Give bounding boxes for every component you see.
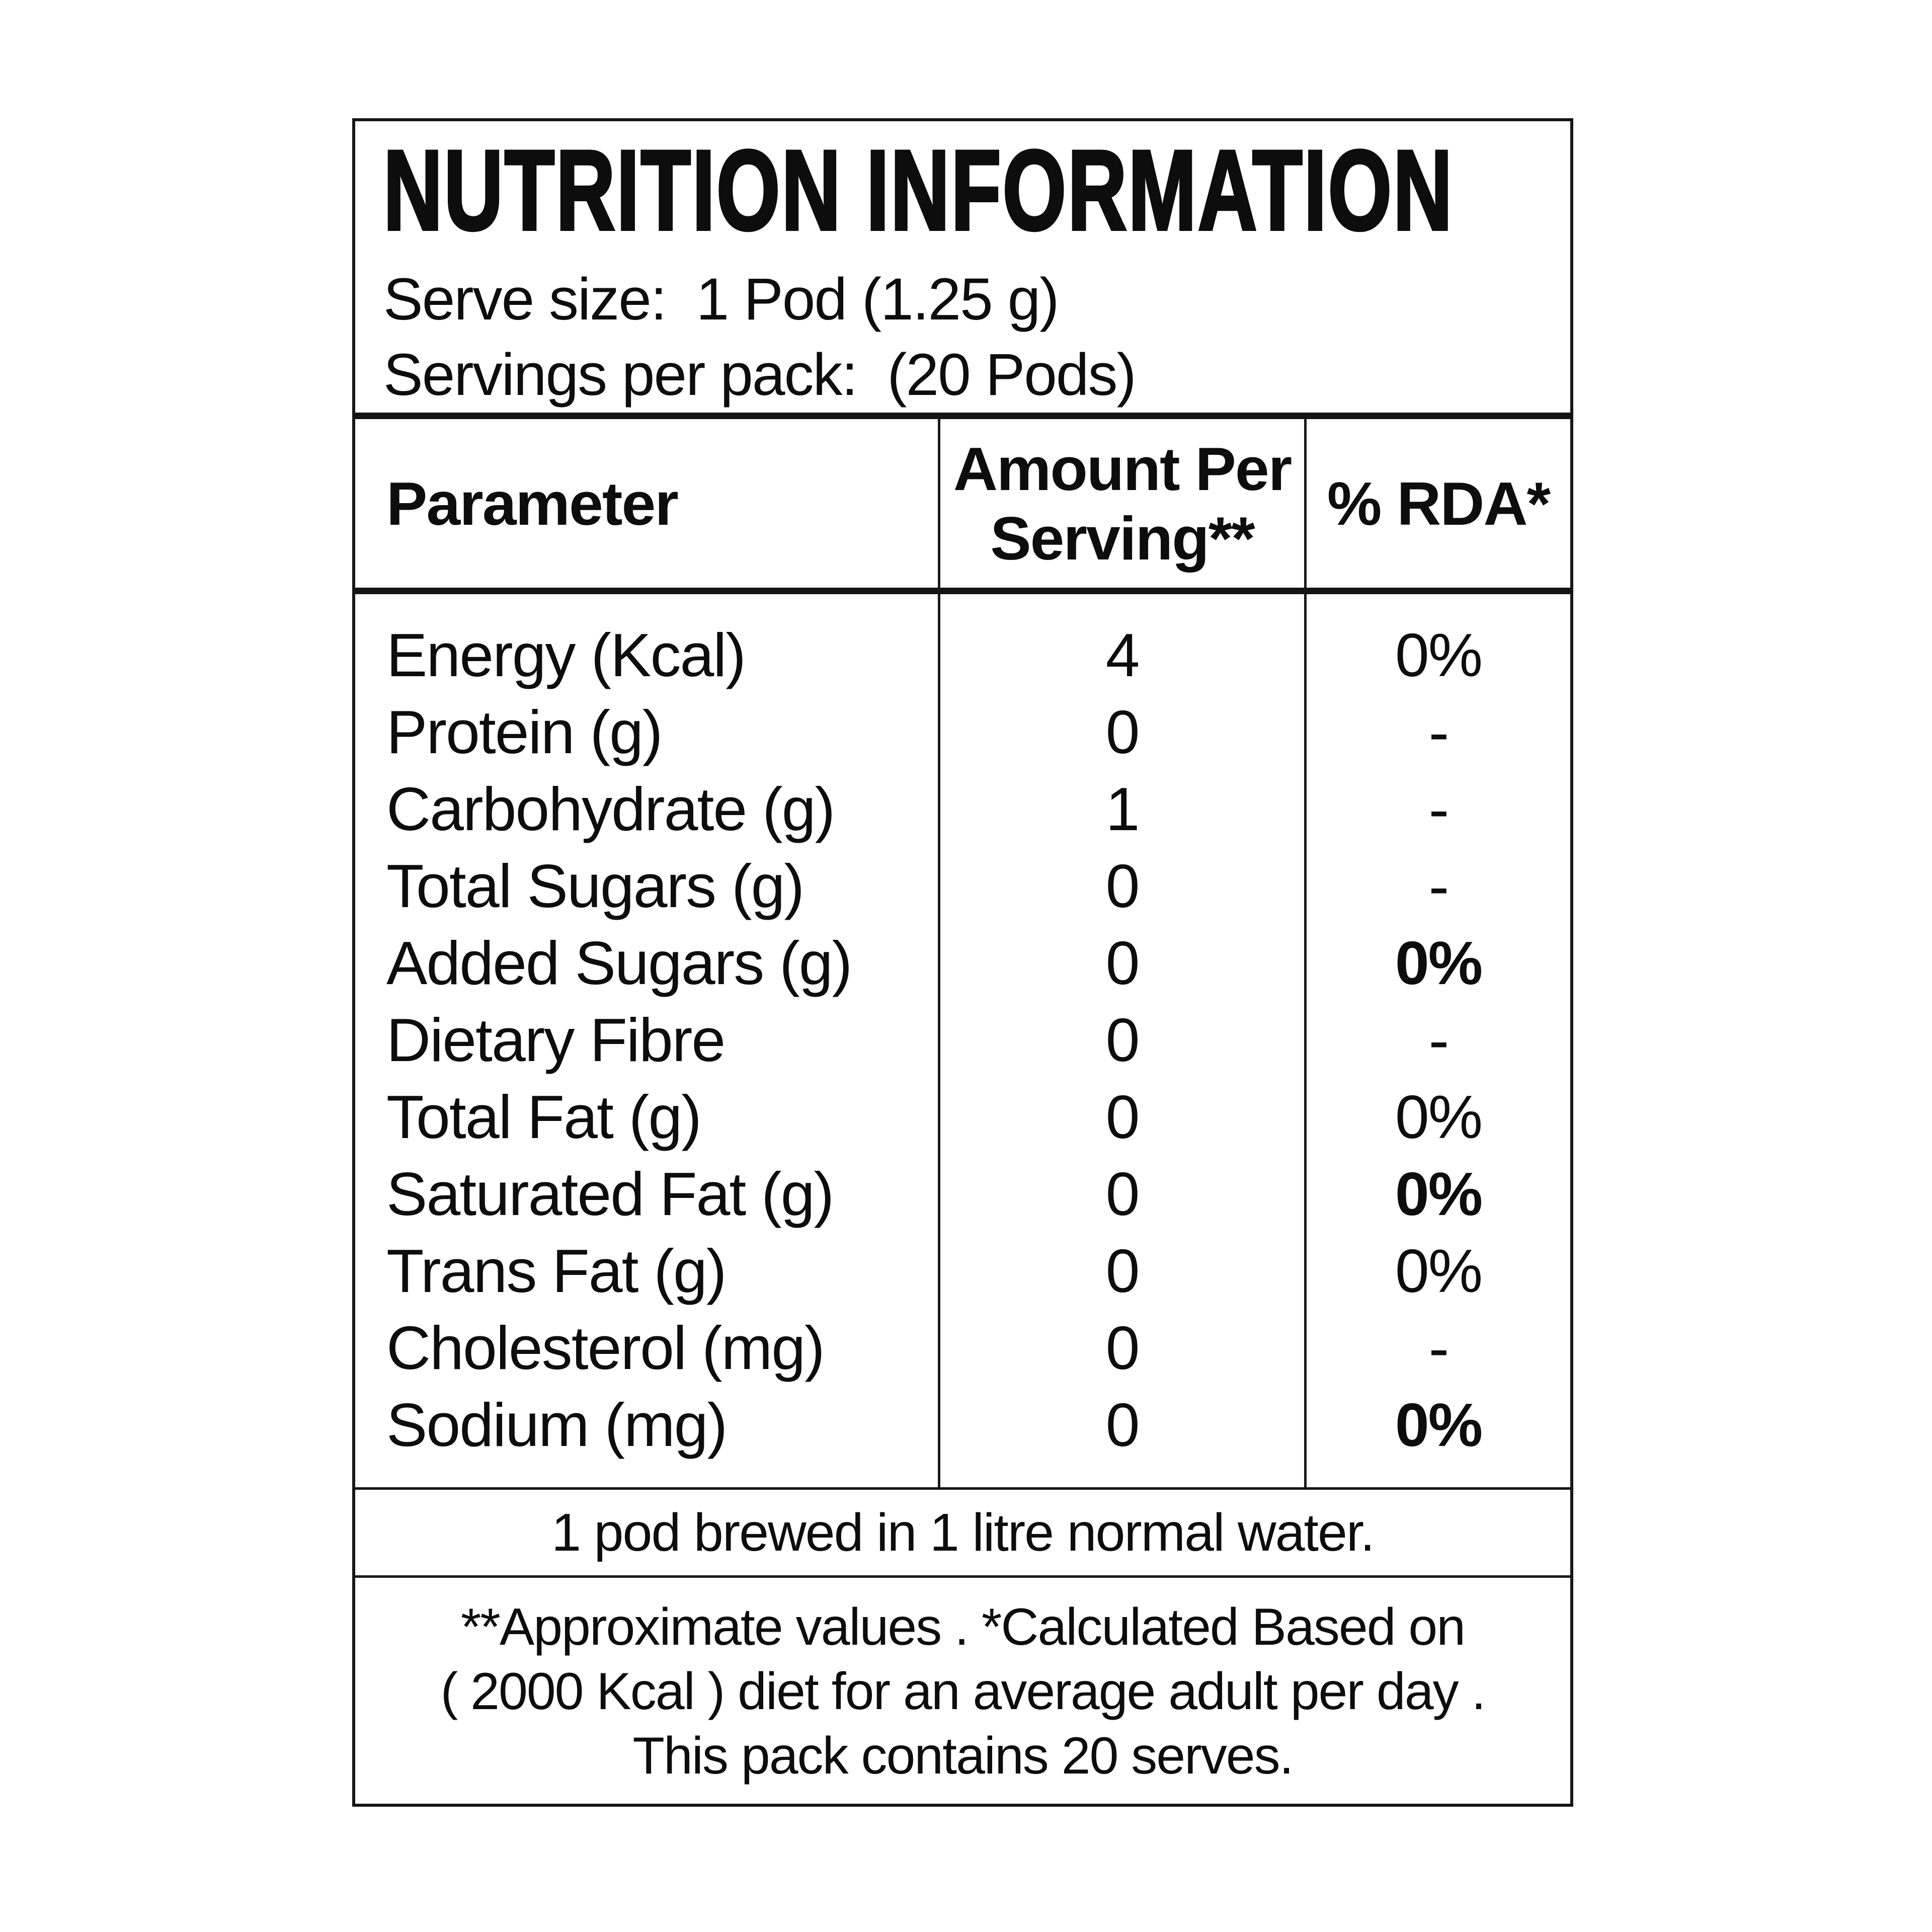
row-amount-total-fat: 0: [938, 1078, 1304, 1155]
row-label-sodium: Sodium (mg): [386, 1390, 728, 1459]
row-label-energy: Energy (Kcal): [386, 620, 746, 689]
row-rda-energy: 0%: [1304, 616, 1570, 693]
serve-size-label: Serve size:: [383, 266, 667, 333]
row-rda-saturated-fat: 0%: [1304, 1155, 1570, 1232]
column-header-amount-line1: Amount Per: [953, 434, 1292, 503]
footnote: **Approximate values . *Calculated Based…: [355, 1578, 1570, 1788]
page-title: NUTRITION INFORMATION: [382, 126, 1454, 254]
row-rda-added-sugars: 0%: [1304, 924, 1570, 1001]
column-header-parameter: Parameter: [355, 419, 938, 594]
table-spacer-cell: [355, 594, 938, 616]
row-amount-carbohydrate: 1: [938, 770, 1304, 847]
row-rda-trans-fat: 0%: [1304, 1232, 1570, 1309]
row-label-cholesterol: Cholesterol (mg): [386, 1313, 825, 1382]
row-amount-energy: 4: [938, 616, 1304, 693]
table-spacer-cell: [355, 1463, 938, 1487]
table-spacer-cell: [1304, 1463, 1570, 1487]
table-spacer-cell: [1304, 594, 1570, 616]
row-rda-total-sugars: -: [1304, 847, 1570, 924]
label-header-section: NUTRITION INFORMATION Serve size: 1 Pod …: [355, 121, 1570, 413]
row-rda-carbohydrate: -: [1304, 770, 1570, 847]
nutrition-label-box: NUTRITION INFORMATION Serve size: 1 Pod …: [352, 118, 1573, 1807]
page-title-wrap: NUTRITION INFORMATION: [382, 126, 1550, 254]
row-rda-sodium: 0%: [1304, 1386, 1570, 1463]
serve-size-value: 1 Pod (1.25 g): [696, 266, 1060, 333]
nutrition-table: Parameter Amount Per Serving** % RDA* En…: [355, 413, 1570, 1490]
row-amount-cholesterol: 0: [938, 1309, 1304, 1386]
row-label-trans-fat: Trans Fat (g): [386, 1236, 727, 1305]
row-amount-saturated-fat: 0: [938, 1155, 1304, 1232]
row-rda-total-fat: 0%: [1304, 1078, 1570, 1155]
column-header-amount-line2: Serving**: [990, 504, 1255, 573]
row-label-saturated-fat: Saturated Fat (g): [386, 1159, 834, 1228]
row-rda-protein: -: [1304, 693, 1570, 770]
row-rda-dietary-fibre: -: [1304, 1001, 1570, 1078]
footnote-line-3: This pack contains 20 serves.: [632, 1727, 1294, 1785]
row-label-total-fat: Total Fat (g): [386, 1082, 702, 1151]
row-label-added-sugars: Added Sugars (g): [386, 928, 852, 997]
row-label-dietary-fibre: Dietary Fibre: [386, 1005, 726, 1074]
row-label-protein: Protein (g): [386, 697, 663, 766]
row-amount-sodium: 0: [938, 1386, 1304, 1463]
row-amount-trans-fat: 0: [938, 1232, 1304, 1309]
column-header-amount-per-serving: Amount Per Serving**: [938, 419, 1304, 594]
footnote-line-1: **Approximate values . *Calculated Based…: [460, 1598, 1466, 1656]
column-header-rda: % RDA*: [1304, 419, 1570, 594]
row-amount-protein: 0: [938, 693, 1304, 770]
row-amount-added-sugars: 0: [938, 924, 1304, 1001]
footnote-line-2: ( 2000 Kcal ) diet for an average adult …: [440, 1662, 1486, 1721]
row-label-carbohydrate: Carbohydrate (g): [386, 774, 835, 843]
serve-size-line: Serve size: 1 Pod (1.25 g): [383, 262, 1550, 337]
table-spacer-cell: [938, 594, 1304, 616]
row-rda-cholesterol: -: [1304, 1309, 1570, 1386]
row-label-total-sugars: Total Sugars (g): [386, 851, 804, 920]
table-spacer-cell: [938, 1463, 1304, 1487]
brew-note: 1 pod brewed in 1 litre normal water.: [355, 1490, 1570, 1578]
servings-per-pack-line: Servings per pack: (20 Pods): [383, 337, 1550, 413]
servings-per-pack-value: (20 Pods): [887, 342, 1137, 408]
row-amount-dietary-fibre: 0: [938, 1001, 1304, 1078]
servings-per-pack-label: Servings per pack:: [383, 342, 858, 408]
row-amount-total-sugars: 0: [938, 847, 1304, 924]
